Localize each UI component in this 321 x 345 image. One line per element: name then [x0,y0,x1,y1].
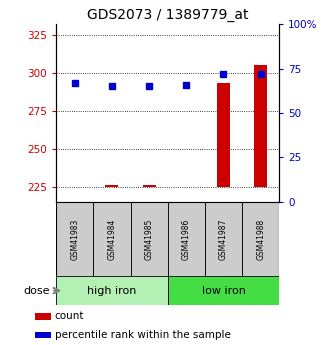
Bar [254,65,267,187]
Bar [131,202,168,276]
Bar [105,185,118,187]
Text: count: count [55,312,84,322]
Text: percentile rank within the sample: percentile rank within the sample [55,330,230,340]
Text: dose: dose [23,286,50,296]
Title: GDS2073 / 1389779_at: GDS2073 / 1389779_at [87,8,248,22]
Bar [242,202,279,276]
Bar [143,185,156,187]
Bar [56,202,93,276]
Bar [168,202,205,276]
Text: GSM41986: GSM41986 [182,218,191,259]
Bar [56,276,168,305]
Text: high iron: high iron [87,286,137,296]
Bar [217,83,230,187]
Text: low iron: low iron [202,286,246,296]
Bar [93,202,131,276]
Text: GSM41985: GSM41985 [145,218,154,259]
Text: GSM41987: GSM41987 [219,218,228,259]
Text: GSM41984: GSM41984 [108,218,117,259]
Bar [168,276,279,305]
Text: GSM41983: GSM41983 [70,218,79,259]
Bar [205,202,242,276]
Bar [35,332,51,338]
Text: GSM41988: GSM41988 [256,218,265,259]
Bar [35,313,51,319]
